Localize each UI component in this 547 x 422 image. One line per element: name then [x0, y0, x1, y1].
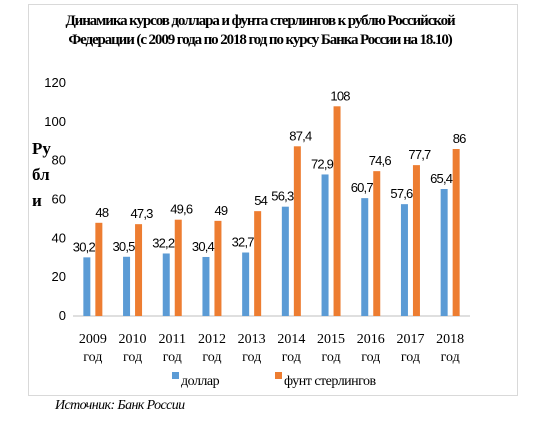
x-tick-label-line: 2012	[198, 332, 226, 347]
bar-pound	[254, 211, 262, 316]
x-tick-label: 2012 год	[198, 332, 226, 365]
bar-dollar	[162, 253, 170, 316]
bar-dollar	[123, 256, 131, 316]
data-label-dollar: 72,9	[311, 156, 334, 171]
data-label-dollar: 30,5	[112, 239, 135, 254]
x-tick-label-line: 2015	[317, 332, 345, 347]
x-tick-label-line: год	[202, 350, 221, 365]
x-tick-label-line: 2016	[357, 332, 385, 347]
bar-pound	[452, 149, 460, 316]
x-tick-label-line: 2009	[79, 332, 107, 347]
y-tick-label: 120	[44, 75, 66, 90]
data-label-dollar: 60,7	[351, 180, 374, 195]
data-label-pound: 48	[95, 205, 108, 220]
data-label-dollar: 30,2	[73, 239, 96, 254]
data-label-pound: 86	[453, 131, 466, 146]
bar-dollar	[321, 174, 329, 316]
x-tick-label-line: год	[242, 350, 261, 365]
x-tick-label: 2015 год	[317, 332, 345, 365]
bar-pound	[214, 220, 222, 316]
y-tick-label: 60	[52, 192, 66, 207]
bar-pound	[293, 146, 301, 316]
x-tick-label-line: 2018	[436, 332, 464, 347]
data-label-pound: 74,6	[369, 153, 392, 168]
data-label-pound: 77,7	[408, 147, 431, 162]
x-tick-label: 2013 год	[238, 332, 266, 365]
x-tick-label: 2010 год	[119, 332, 147, 365]
bar-dollar	[361, 198, 369, 316]
data-label-dollar: 57,6	[390, 186, 413, 201]
chart-title: Динамика курсов доллара и фунта стерлинг…	[65, 13, 455, 48]
data-label-dollar: 30,4	[192, 239, 215, 254]
x-tick-label-line: год	[83, 350, 102, 365]
data-label-pound: 54	[254, 193, 267, 208]
x-tick-label-line: год	[361, 350, 380, 365]
bar-dollar	[83, 257, 91, 316]
data-label-pound: 49	[215, 203, 228, 218]
y-tick-label: 100	[44, 114, 66, 129]
x-tick-label-line: год	[123, 350, 142, 365]
x-tick-label-line: 2017	[396, 332, 424, 347]
bar-dollar	[242, 252, 250, 316]
bar-dollar	[440, 189, 448, 316]
x-tick-label-line: 2013	[238, 332, 266, 347]
legend-label-pound: фунт стерлингов	[284, 374, 377, 389]
x-tick-label: 2017 год	[396, 332, 424, 365]
x-tick-label-line: год	[401, 350, 420, 365]
legend-label-dollar: доллар	[181, 374, 220, 389]
bar-pound	[95, 222, 103, 316]
y-tick-label: 80	[52, 153, 66, 168]
legend-swatch-pound	[275, 372, 282, 379]
data-label-pound: 108	[330, 88, 350, 103]
y-tick-label: 20	[52, 269, 66, 284]
x-tick-label-line: 2010	[119, 332, 147, 347]
bar-pound	[333, 106, 341, 316]
x-tick-label: 2018 год	[436, 332, 464, 365]
bar-dollar	[202, 256, 210, 316]
chart-frame	[28, 4, 518, 396]
data-label-dollar: 32,7	[232, 235, 255, 250]
bar-dollar	[400, 204, 408, 316]
x-tick-label: 2009 год	[79, 332, 107, 365]
x-tick-label-line: 2014	[277, 332, 305, 347]
x-tick-label: 2011 год	[159, 332, 186, 365]
y-tick-label: 40	[52, 230, 66, 245]
x-tick-label-line: год	[321, 350, 340, 365]
x-tick-label-line: год	[282, 350, 301, 365]
bar-pound	[412, 165, 420, 316]
data-label-dollar: 56,3	[271, 189, 294, 204]
bar-pound	[174, 219, 182, 316]
data-label-pound: 87,4	[289, 128, 312, 143]
bar-pound	[373, 171, 381, 316]
source-note: Источник: Банк России	[55, 398, 185, 413]
x-tick-label-line: год	[163, 350, 182, 365]
x-tick-label-line: год	[441, 350, 460, 365]
x-tick-label-line: 2011	[159, 332, 186, 347]
y-tick-label: 0	[59, 308, 66, 323]
x-tick-label: 2016 год	[357, 332, 385, 365]
legend-swatch-dollar	[172, 372, 179, 379]
bar-dollar	[281, 206, 289, 316]
y-axis-label: Рубли	[32, 139, 51, 210]
bar-pound	[135, 224, 143, 316]
data-label-pound: 47,3	[130, 206, 153, 221]
x-tick-label: 2014 год	[277, 332, 305, 365]
data-label-pound: 49,6	[170, 202, 193, 217]
data-label-dollar: 32,2	[152, 235, 175, 250]
data-label-dollar: 65,4	[430, 171, 453, 186]
